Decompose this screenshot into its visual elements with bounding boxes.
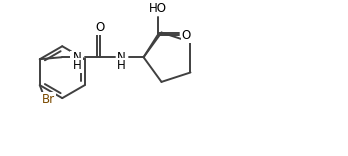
Text: HO: HO <box>149 2 167 15</box>
Text: O: O <box>95 21 104 34</box>
Text: N: N <box>117 51 126 64</box>
Text: O: O <box>182 29 191 42</box>
Text: H: H <box>117 59 126 72</box>
Text: F: F <box>71 52 78 65</box>
Text: Br: Br <box>42 93 55 106</box>
Text: H: H <box>73 59 82 72</box>
Text: N: N <box>73 51 82 64</box>
